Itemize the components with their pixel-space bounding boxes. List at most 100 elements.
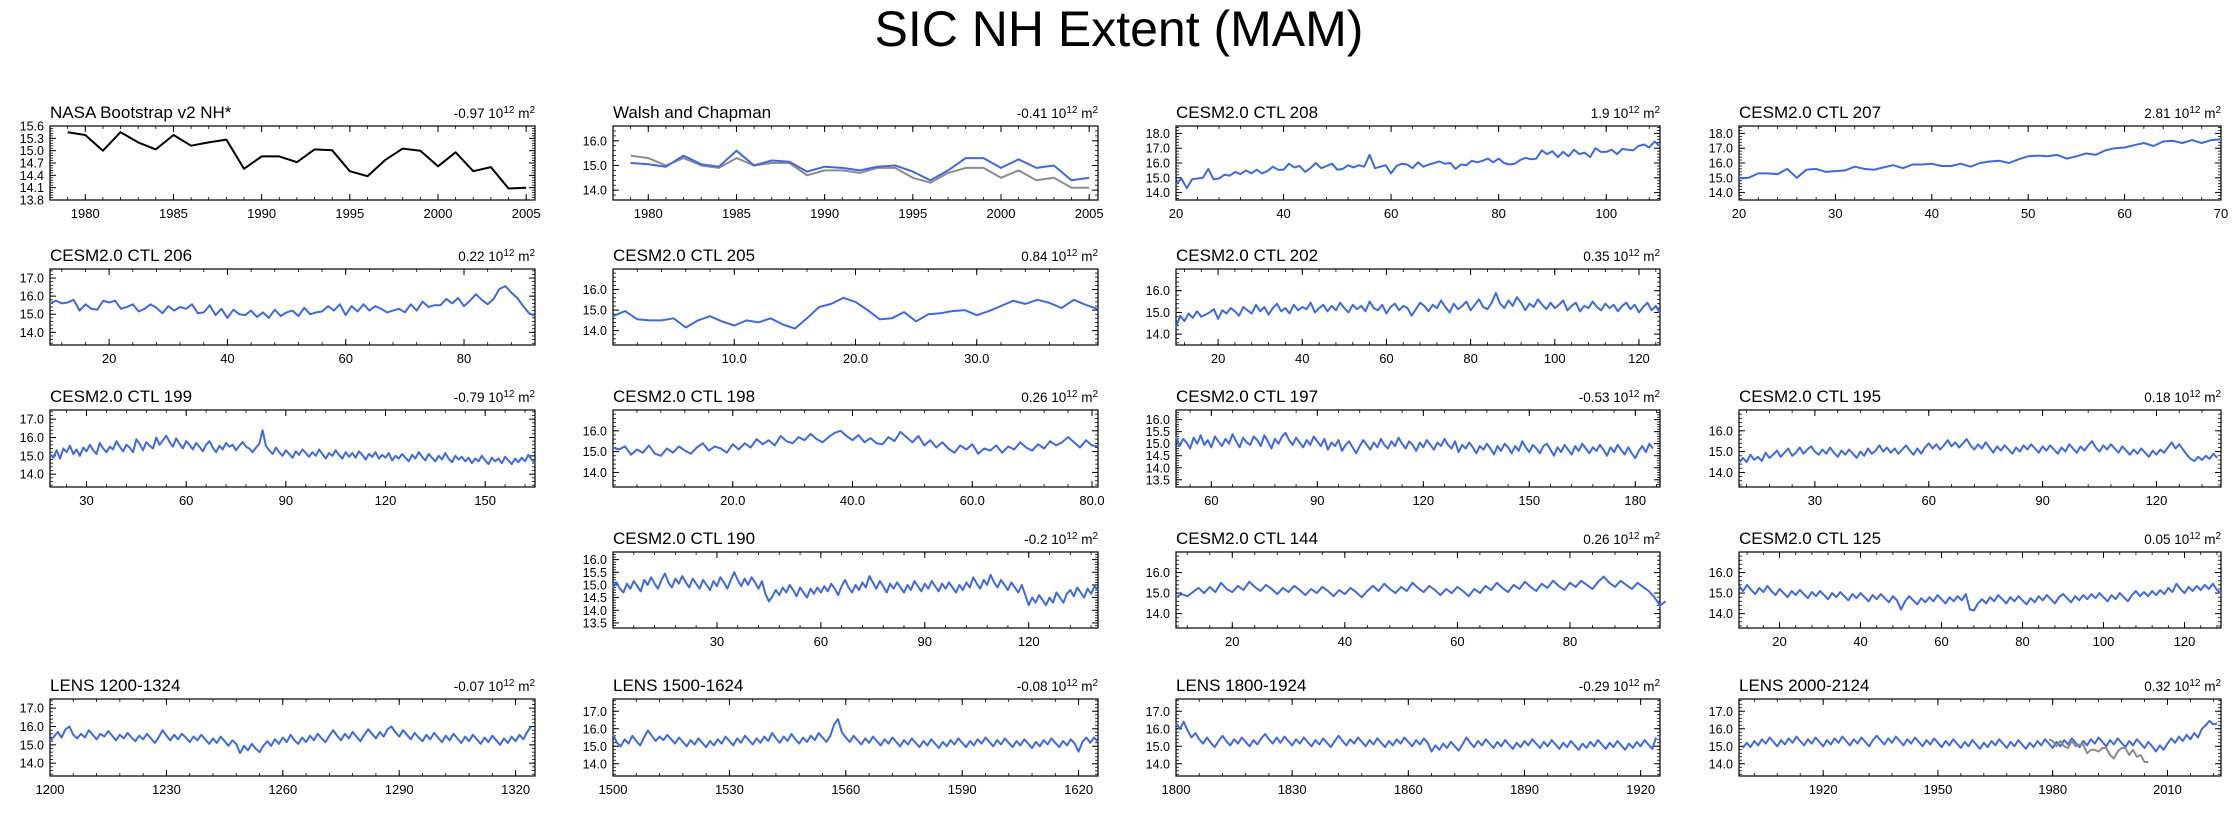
x-tick-label: 150 <box>474 493 496 508</box>
y-tick-label: 17.0 <box>583 705 607 719</box>
panel-trend: 0.84 1012 m2 <box>1021 248 1098 264</box>
x-tick-label: 90 <box>2035 493 2049 508</box>
y-tick-label: 15.5 <box>1146 425 1170 439</box>
x-tick-label: 20.0 <box>843 351 868 366</box>
panel-title: CESM2.0 CTL 195 <box>1739 387 1881 406</box>
panel-title: CESM2.0 CTL 199 <box>50 387 192 406</box>
y-tick-label: 14.0 <box>1146 607 1170 621</box>
y-tick-label: 14.0 <box>20 326 44 340</box>
x-tick-label: 60 <box>1204 493 1218 508</box>
x-tick-label: 60 <box>1379 351 1393 366</box>
series-line-model <box>612 718 1099 753</box>
x-tick-label: 1590 <box>948 782 977 797</box>
x-tick-label: 60.0 <box>960 493 985 508</box>
plot-frame <box>1738 551 2222 629</box>
y-tick-label: 14.0 <box>1146 186 1170 200</box>
y-tick-label: 14.0 <box>1146 757 1170 771</box>
x-tick-label: 40 <box>220 351 234 366</box>
x-tick-label: 80 <box>1463 351 1477 366</box>
y-tick-label: 14.0 <box>583 324 607 338</box>
x-tick-label: 1260 <box>268 782 297 797</box>
y-tick-label: 13.8 <box>20 194 44 208</box>
panel-title: Walsh and Chapman <box>613 103 771 122</box>
y-tick-label: 16.0 <box>1146 413 1170 427</box>
x-tick-label: 120 <box>1412 493 1434 508</box>
y-tick-label: 17.0 <box>20 413 44 427</box>
x-tick-label: 1500 <box>599 782 628 797</box>
panel-trend: -0.79 1012 m2 <box>454 389 536 405</box>
series-line-model <box>1738 438 2218 464</box>
x-tick-label: 60 <box>179 493 193 508</box>
y-tick-label: 13.5 <box>583 616 607 630</box>
x-tick-label: 2000 <box>987 206 1016 221</box>
x-tick-label: 1560 <box>831 782 860 797</box>
x-tick-label: 60 <box>1934 634 1948 649</box>
x-tick-label: 80 <box>1491 206 1505 221</box>
y-tick-label: 16.0 <box>583 134 607 148</box>
x-tick-label: 1950 <box>1923 782 1952 797</box>
y-tick-label: 15.5 <box>583 566 607 580</box>
x-tick-label: 1985 <box>722 206 751 221</box>
series-line-model <box>1738 582 2222 612</box>
x-tick-label: 1980 <box>2038 782 2067 797</box>
x-tick-label: 60 <box>2117 206 2131 221</box>
y-tick-label: 14.0 <box>583 466 607 480</box>
panel-trend: 0.18 1012 m2 <box>2144 389 2221 405</box>
panel-trend: -0.53 1012 m2 <box>1579 389 1661 405</box>
y-tick-label: 14.0 <box>1709 186 1733 200</box>
panel-title: CESM2.0 CTL 125 <box>1739 529 1881 548</box>
panel-trend: 1.9 1012 m2 <box>1591 105 1661 121</box>
x-tick-label: 1860 <box>1394 782 1423 797</box>
panel-title: CESM2.0 CTL 190 <box>613 529 755 548</box>
series-line-model <box>1175 575 1667 607</box>
y-tick-label: 16.0 <box>1709 157 1733 171</box>
y-tick-label: 17.0 <box>1146 142 1170 156</box>
y-tick-label: 16.0 <box>583 722 607 736</box>
x-tick-label: 2000 <box>424 206 453 221</box>
y-tick-label: 16.0 <box>1709 566 1733 580</box>
y-tick-label: 14.0 <box>1709 757 1733 771</box>
x-tick-label: 30 <box>1828 206 1842 221</box>
y-tick-label: 16.0 <box>583 553 607 567</box>
y-tick-label: 14.0 <box>1709 466 1733 480</box>
panel-title: LENS 2000-2124 <box>1739 676 1869 695</box>
page-title: SIC NH Extent (MAM) <box>874 1 1364 57</box>
x-tick-label: 30 <box>79 493 93 508</box>
y-tick-label: 15.0 <box>20 144 44 158</box>
panel-trend: 0.35 1012 m2 <box>1583 248 1660 264</box>
y-tick-label: 14.5 <box>1146 449 1170 463</box>
panel-title: CESM2.0 CTL 207 <box>1739 103 1881 122</box>
plot-frame <box>612 268 1099 346</box>
panel-title: CESM2.0 CTL 198 <box>613 387 755 406</box>
series-line-obs <box>2048 738 2149 763</box>
y-tick-label: 18.0 <box>1146 127 1170 141</box>
series-line-model <box>1175 291 1661 328</box>
x-tick-label: 1290 <box>385 782 414 797</box>
x-tick-label: 20 <box>102 351 116 366</box>
y-tick-label: 16.0 <box>583 424 607 438</box>
y-tick-label: 16.0 <box>1709 722 1733 736</box>
x-tick-label: 90 <box>918 634 932 649</box>
y-tick-label: 14.1 <box>20 181 44 195</box>
x-tick-label: 150 <box>1518 493 1540 508</box>
y-tick-label: 16.0 <box>1146 722 1170 736</box>
x-tick-label: 1920 <box>1809 782 1838 797</box>
x-tick-label: 80 <box>2015 634 2029 649</box>
y-tick-label: 16.0 <box>1709 424 1733 438</box>
x-tick-label: 60 <box>1922 493 1936 508</box>
series-line-alt-obs <box>630 154 1090 189</box>
x-tick-label: 30 <box>1808 493 1822 508</box>
panel-title: CESM2.0 CTL 197 <box>1176 387 1318 406</box>
x-tick-label: 20 <box>1732 206 1746 221</box>
x-tick-label: 50 <box>2021 206 2035 221</box>
y-tick-label: 16.0 <box>20 290 44 304</box>
x-tick-label: 100 <box>1595 206 1617 221</box>
y-tick-label: 14.7 <box>20 157 44 171</box>
x-tick-label: 1995 <box>335 206 364 221</box>
y-tick-label: 15.0 <box>1146 306 1170 320</box>
x-tick-label: 20 <box>1772 634 1786 649</box>
x-tick-label: 1990 <box>247 206 276 221</box>
x-tick-label: 1980 <box>634 206 663 221</box>
